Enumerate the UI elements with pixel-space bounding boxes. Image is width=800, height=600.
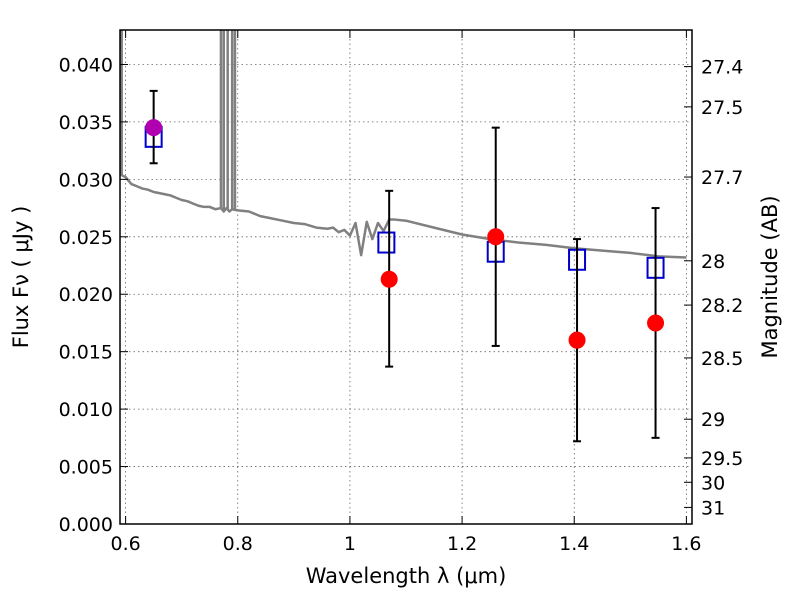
observed-point [568,331,586,349]
y-tick-label: 0.030 [59,169,113,191]
x-tick-label: 1 [344,533,356,555]
observed-point [647,314,665,332]
mag-tick-label: 27.7 [701,167,743,189]
mag-tick-label: 29.5 [701,448,743,470]
mag-tick-label: 28.2 [701,295,743,317]
observed-point [380,270,398,288]
y-axis-right-label: Magnitude (AB) [758,195,782,358]
mag-tick-label: 28.5 [701,348,743,370]
y-tick-label: 0.000 [59,514,113,536]
y-axis-label: Flux Fν ( μJy ) [9,206,33,349]
x-tick-label: 0.6 [110,533,140,555]
mag-tick-label: 27.4 [701,57,743,79]
plot-frame [119,29,693,525]
observed-point [145,119,163,137]
grid-lines [120,30,692,525]
y-tick-label: 0.020 [59,284,113,306]
model-square-marker [377,231,396,254]
y-tick-label: 0.025 [59,227,113,249]
x-tick-label: 1.2 [447,533,477,555]
mag-tick-label: 31 [701,497,725,519]
y-tick-label: 0.015 [59,342,113,364]
mag-tick-label: 30 [701,472,725,494]
x-tick-label: 0.8 [223,533,253,555]
x-axis-label: Wavelength λ (μm) [306,564,507,588]
series-group [120,30,687,259]
mag-tick-label: 28 [701,251,725,273]
observed-point [487,228,505,246]
y-tick-label: 0.035 [59,112,113,134]
plot-area [120,30,687,443]
axis-ticks: 0.6 0.8 1 1.2 1.4 1.6 0.000 0.005 0.010 0.015 0.02… [59,30,743,555]
mag-tick-label: 27.5 [701,97,743,119]
x-tick-label: 1.4 [559,533,589,555]
mag-tick-label: 29 [701,409,725,431]
y-tick-label: 0.005 [59,457,113,479]
model-spectrum-line [120,172,687,259]
y-tick-label: 0.040 [59,54,113,76]
x-tick-label: 1.6 [671,533,701,555]
y-tick-label: 0.010 [59,399,113,421]
